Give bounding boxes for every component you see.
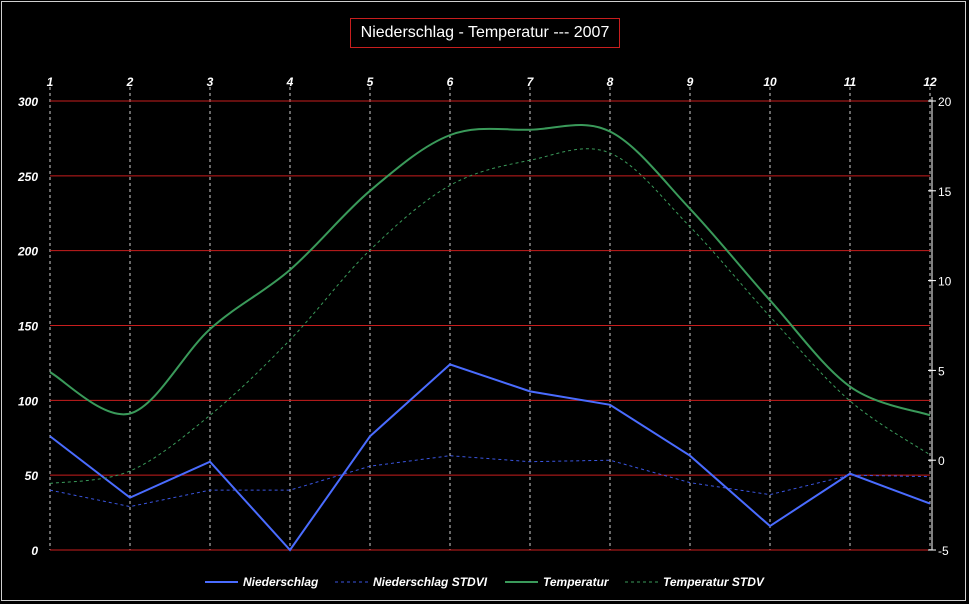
legend-label-temperatur: Temperatur bbox=[543, 575, 610, 589]
legend-label-niederschlag: Niederschlag bbox=[243, 575, 319, 589]
y-left-tick-label: 150 bbox=[18, 320, 38, 334]
x-tick-label: 11 bbox=[844, 75, 857, 89]
y-right-tick-label: 10 bbox=[938, 275, 952, 289]
y-right-tick-label: 0 bbox=[938, 454, 945, 468]
x-tick-label: 9 bbox=[687, 75, 694, 89]
legend-label-temperatur-stdv: Temperatur STDV bbox=[663, 575, 765, 589]
series-line-temperatur bbox=[49, 124, 931, 417]
x-tick-label: 4 bbox=[286, 75, 294, 89]
legend-label-niederschlag-stdvi: Niederschlag STDVI bbox=[373, 575, 488, 589]
y-left-tick-label: 100 bbox=[18, 394, 38, 408]
x-tick-label: 2 bbox=[126, 75, 134, 89]
y-left-tick-label: 250 bbox=[17, 170, 38, 184]
y-left-tick-label: 0 bbox=[31, 544, 38, 558]
series-line-niederschlag-stdvi bbox=[49, 455, 931, 508]
x-tick-label: 5 bbox=[367, 75, 374, 89]
series-line-temperatur-stdv bbox=[49, 148, 931, 485]
y-right-tick-label: -5 bbox=[938, 544, 949, 558]
x-tick-label: 12 bbox=[923, 75, 937, 89]
chart-title: Niederschlag - Temperatur --- 2007 bbox=[350, 18, 620, 48]
y-left-tick-label: 50 bbox=[25, 469, 39, 483]
x-tick-label: 7 bbox=[527, 75, 535, 89]
x-tick-label: 10 bbox=[763, 75, 777, 89]
series-line-niederschlag bbox=[49, 363, 931, 552]
x-tick-label: 3 bbox=[207, 75, 214, 89]
y-right-tick-label: 15 bbox=[938, 185, 952, 199]
y-left-tick-label: 300 bbox=[18, 95, 38, 109]
x-tick-label: 6 bbox=[447, 75, 454, 89]
y-right-tick-label: 20 bbox=[938, 95, 952, 109]
y-right-tick-label: 5 bbox=[938, 364, 945, 378]
y-left-tick-label: 200 bbox=[17, 245, 38, 259]
x-tick-label: 8 bbox=[607, 75, 614, 89]
x-tick-label: 1 bbox=[47, 75, 54, 89]
